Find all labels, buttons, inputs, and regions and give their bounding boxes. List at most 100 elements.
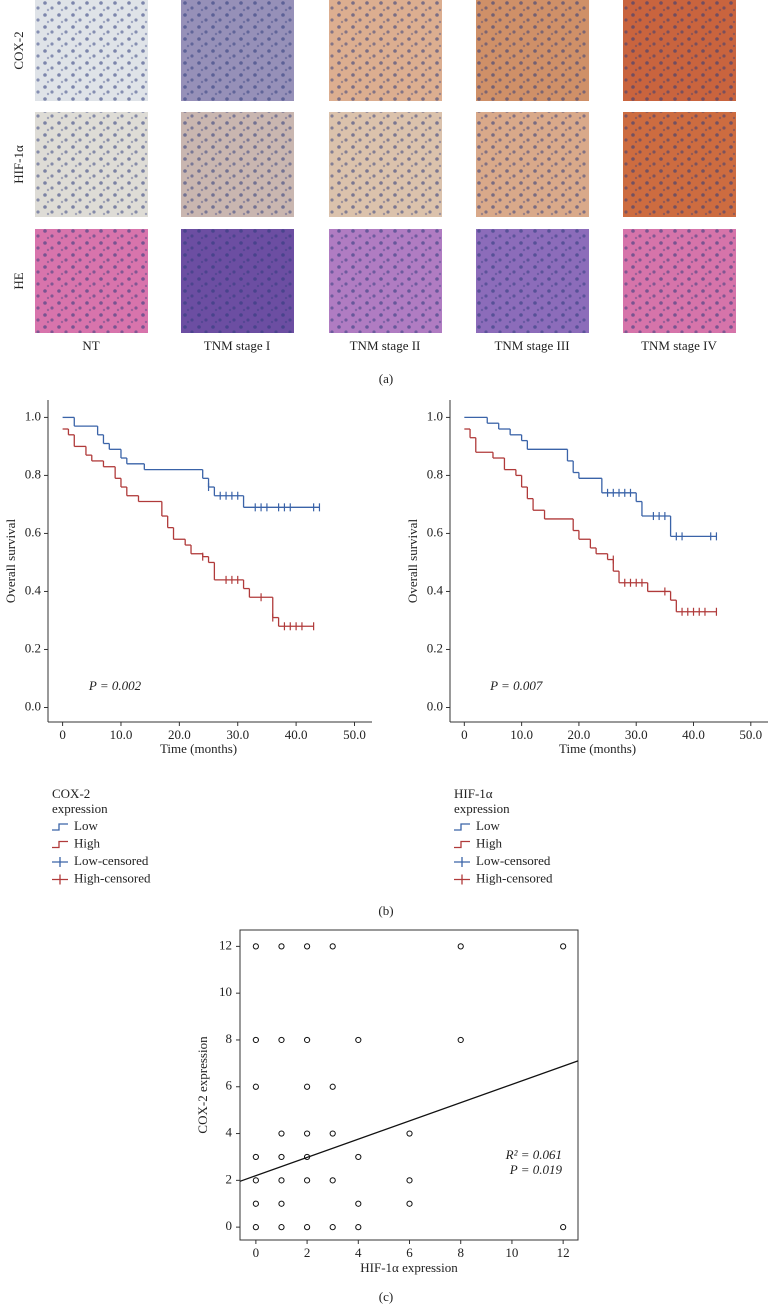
x-tick-label: 8	[457, 1245, 464, 1260]
panel-label: (b)	[378, 903, 393, 918]
x-tick-label: 10.0	[510, 727, 533, 742]
micrograph-texture	[476, 229, 589, 333]
point	[355, 1036, 362, 1044]
legend-swatch	[454, 823, 470, 831]
legend-swatch	[52, 874, 68, 885]
y-tick-label: 0.6	[427, 524, 444, 539]
point	[329, 943, 336, 950]
point	[355, 1224, 362, 1231]
point	[303, 1224, 311, 1231]
column-label: TNM stage I	[204, 338, 270, 353]
x-tick-label: 30.0	[226, 727, 249, 742]
panel-a: COX-2 HIF-1α HE NT TNM stage I TNM stage II TN…	[11, 0, 736, 353]
column-label: TNM stage II	[350, 338, 421, 353]
legend-title: COX-2 expression	[52, 786, 108, 816]
x-axis-label: Time (months)	[160, 741, 237, 756]
x-tick-label: 20.0	[168, 727, 191, 742]
micrograph-texture	[181, 229, 294, 333]
x-tick-label: 6	[406, 1245, 413, 1260]
point	[560, 1224, 567, 1231]
row-label: COX-2	[11, 31, 26, 69]
x-tick-label: 20.0	[568, 727, 591, 742]
legend-label: Low	[476, 818, 500, 833]
column-label: NT	[82, 338, 99, 353]
p-value: P = 0.002	[88, 678, 142, 693]
point	[406, 1130, 413, 1137]
y-tick-label: 2	[226, 1171, 233, 1186]
y-tick-label: 6	[226, 1078, 233, 1093]
x-tick-label: 12	[557, 1245, 570, 1260]
legend-title: HIF-1α expression	[454, 786, 510, 816]
x-tick-label: 10	[505, 1245, 518, 1260]
micrograph-texture	[329, 229, 442, 333]
x-tick-label: 0	[461, 727, 468, 742]
point	[406, 1177, 413, 1184]
point	[457, 1036, 464, 1044]
legend-swatch	[52, 840, 68, 849]
x-tick-label: 30.0	[625, 727, 648, 742]
x-tick-label: 50.0	[343, 727, 366, 742]
point	[278, 1036, 285, 1044]
micrograph-texture	[35, 0, 148, 101]
legend-swatch	[52, 857, 68, 867]
micrograph-texture	[35, 229, 148, 333]
trend-line	[239, 1060, 579, 1182]
x-tick-label: 10.0	[110, 727, 133, 742]
point	[252, 1036, 259, 1044]
point	[252, 1224, 259, 1231]
point	[252, 1083, 259, 1090]
legend-label: Low	[74, 818, 98, 833]
row-label: HIF-1α	[11, 145, 26, 184]
point	[329, 1083, 336, 1090]
y-tick-label: 1.0	[427, 408, 443, 423]
point	[355, 1200, 362, 1207]
point	[303, 1177, 311, 1184]
x-axis-label: Time (months)	[559, 741, 636, 756]
point	[303, 1083, 311, 1090]
y-tick-label: 0	[226, 1218, 233, 1233]
legend-label: High-censored	[74, 870, 151, 885]
y-tick-label: 0.0	[427, 698, 443, 713]
y-tick-label: 0.8	[25, 466, 41, 481]
x-tick-label: 0	[253, 1245, 260, 1260]
y-axis-label: Overall survival	[405, 519, 420, 604]
y-tick-label: 10	[219, 984, 232, 999]
point	[406, 1200, 413, 1207]
point	[278, 1177, 285, 1184]
y-tick-label: 4	[226, 1125, 233, 1140]
point	[278, 1130, 285, 1137]
micrograph-texture	[476, 0, 589, 101]
micrograph-texture	[623, 0, 736, 101]
point	[278, 943, 285, 950]
legend-label: High-censored	[476, 870, 553, 885]
legend-swatch	[454, 857, 470, 867]
y-tick-label: 0.4	[25, 582, 42, 597]
y-tick-label: 0.6	[25, 524, 42, 539]
point	[457, 943, 464, 950]
point	[329, 1130, 336, 1137]
point	[252, 1153, 259, 1161]
charts: 0.0 0.2 0.4 0.6 0.8 1.0 0 10.0 20.0 30.0 40.0 50.0 T…	[3, 400, 768, 1275]
y-tick-label: 8	[226, 1031, 233, 1046]
legend-swatch	[52, 823, 68, 831]
micrograph-texture	[623, 229, 736, 333]
y-tick-label: 0.2	[427, 640, 443, 655]
y-axis-label: COX-2 expression	[195, 1036, 210, 1134]
point	[278, 1153, 285, 1161]
micrograph-texture	[329, 112, 442, 217]
y-tick-label: 0.2	[25, 640, 41, 655]
point	[303, 1036, 311, 1044]
point	[560, 943, 567, 950]
x-tick-label: 40.0	[682, 727, 705, 742]
point	[303, 1130, 311, 1137]
y-axis-label: Overall survival	[3, 519, 18, 604]
point	[329, 1177, 336, 1184]
stat-annotation: P = 0.019	[509, 1162, 563, 1177]
stat-annotation: R² = 0.061	[505, 1147, 562, 1162]
point	[278, 1224, 285, 1231]
x-tick-label: 2	[304, 1245, 311, 1260]
x-tick-label: 50.0	[739, 727, 762, 742]
plot-frame	[239, 929, 579, 1241]
